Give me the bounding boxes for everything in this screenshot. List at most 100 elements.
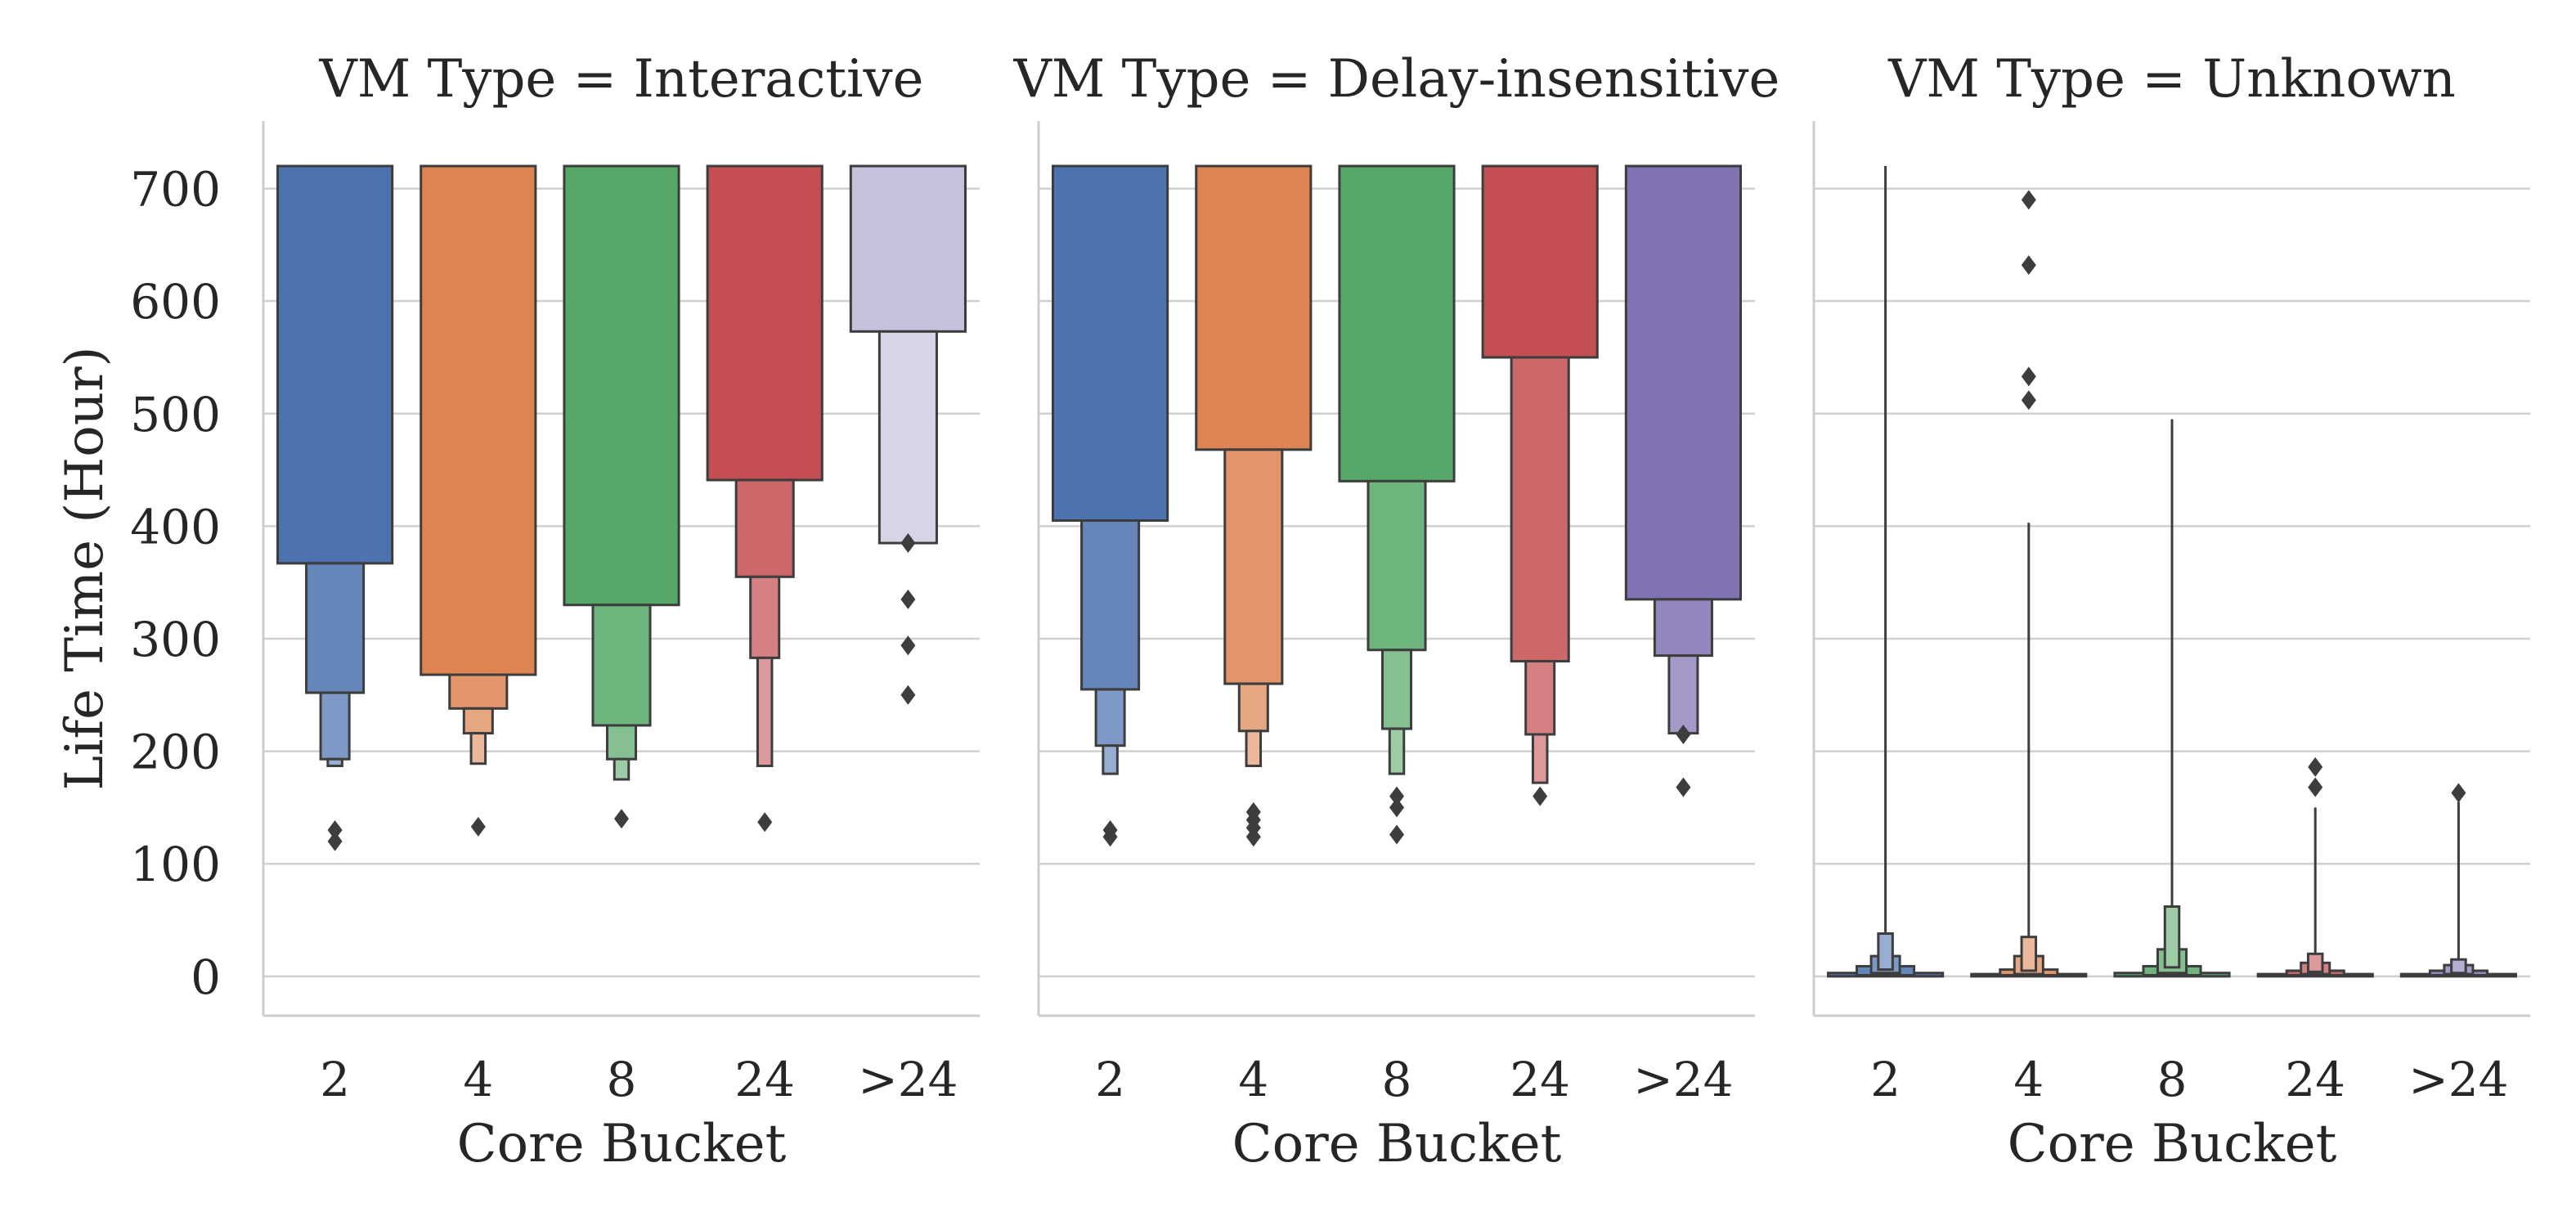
- x-tick-label: 8: [607, 1052, 637, 1107]
- y-tick-label: 400: [130, 499, 221, 554]
- x-axis-label: Core Bucket: [1232, 1114, 1562, 1174]
- boxen-box: [469, 732, 487, 765]
- outlier-point: [2308, 756, 2323, 777]
- x-tick-label: 24: [734, 1052, 795, 1107]
- x-axis-label: Core Bucket: [457, 1114, 787, 1174]
- outlier-point: [1389, 786, 1404, 806]
- box-group-24: [2256, 756, 2374, 978]
- x-tick-label: 4: [463, 1052, 493, 1107]
- outlier-point: [1389, 824, 1404, 845]
- box-group->24: [1624, 164, 1742, 797]
- boxen-box: [1653, 598, 1713, 658]
- boxen-box: [1510, 356, 1570, 663]
- outlier-point: [1245, 827, 1261, 847]
- box-group-2: [1827, 166, 1945, 978]
- outlier-point: [2021, 190, 2036, 210]
- boxen-box: [734, 478, 795, 578]
- outlier-point: [900, 635, 916, 656]
- boxen-box: [2020, 936, 2038, 972]
- boxen-box: [1245, 729, 1263, 768]
- boxen-box: [1667, 654, 1699, 735]
- x-tick-label: 4: [1238, 1052, 1268, 1107]
- box-group-4: [1195, 164, 1313, 847]
- boxen-box: [1481, 164, 1599, 359]
- box-group-24: [1481, 164, 1599, 806]
- y-tick-label: 200: [130, 725, 221, 780]
- y-tick-label: 100: [130, 837, 221, 892]
- y-tick-label: 300: [130, 612, 221, 667]
- boxen-box: [605, 724, 638, 761]
- outlier-point: [327, 831, 343, 851]
- boxen-box: [276, 164, 394, 565]
- outlier-point: [614, 809, 629, 829]
- box-group-24: [706, 164, 824, 833]
- boxen-box: [563, 164, 680, 607]
- boxen-box: [1195, 164, 1313, 451]
- boxen-box: [1080, 519, 1141, 691]
- boxen-box: [326, 757, 343, 768]
- outlier-point: [1389, 797, 1404, 818]
- boxen-box: [305, 562, 366, 694]
- outlier-point: [757, 812, 773, 833]
- outlier-point: [900, 685, 916, 705]
- boxen-box: [1524, 660, 1556, 736]
- panel-title: VM Type = Unknown: [1887, 49, 2456, 110]
- x-tick-label: 8: [2157, 1052, 2188, 1107]
- outlier-point: [2021, 366, 2036, 387]
- boxen-box: [2306, 952, 2324, 973]
- outlier-point: [2021, 390, 2036, 411]
- boxen-box: [1624, 164, 1742, 601]
- boxen-box: [2450, 958, 2467, 975]
- boxen-box: [1237, 682, 1269, 733]
- boxen-box: [849, 164, 967, 333]
- boxen-box: [749, 575, 781, 659]
- x-tick-label: 8: [1382, 1052, 1412, 1107]
- panel-title: VM Type = Interactive: [319, 49, 924, 110]
- box-group-4: [1970, 190, 2088, 978]
- boxen-box: [756, 656, 774, 768]
- boxen-box: [1094, 688, 1126, 747]
- boxen-box: [613, 757, 631, 781]
- boxen-box: [1380, 649, 1413, 730]
- boxen-box: [1367, 479, 1427, 652]
- boxen-box: [1338, 164, 1456, 483]
- y-tick-label: 0: [191, 949, 221, 1005]
- box-group-8: [563, 164, 680, 829]
- outlier-point: [2451, 783, 2466, 803]
- x-tick-label: >24: [2408, 1052, 2508, 1107]
- x-axis-label: Core Bucket: [2008, 1114, 2337, 1174]
- x-tick-label: 4: [2013, 1052, 2044, 1107]
- x-tick-label: 2: [1095, 1052, 1125, 1107]
- boxen-box: [2163, 905, 2181, 969]
- boxen-box: [1877, 932, 1894, 972]
- boxen-box: [448, 673, 509, 710]
- box-group-4: [420, 164, 537, 837]
- outlier-point: [470, 816, 486, 837]
- box-group->24: [2399, 783, 2517, 978]
- y-axis-label: Life Time (Hour): [55, 346, 115, 790]
- x-tick-label: >24: [1633, 1052, 1733, 1107]
- outlier-point: [1102, 827, 1118, 847]
- outlier-point: [900, 589, 916, 609]
- outlier-point: [900, 533, 916, 554]
- y-tick-label: 600: [130, 274, 221, 330]
- y-tick-label: 700: [130, 162, 221, 218]
- y-tick-label: 500: [130, 387, 221, 442]
- boxen-box: [1223, 448, 1284, 685]
- outlier-point: [2021, 255, 2036, 276]
- x-tick-label: >24: [858, 1052, 958, 1107]
- box-group-2: [276, 164, 394, 851]
- panel-title: VM Type = Delay-insensitive: [1013, 49, 1780, 110]
- outlier-point: [327, 819, 343, 840]
- x-tick-label: 2: [320, 1052, 350, 1107]
- x-tick-label: 2: [1870, 1052, 1901, 1107]
- box-group-8: [2113, 419, 2231, 978]
- box-group-2: [1052, 164, 1169, 847]
- boxen-box: [1102, 744, 1119, 775]
- box-group-8: [1338, 164, 1456, 845]
- boxen-box: [706, 164, 824, 482]
- x-tick-label: 24: [2285, 1052, 2345, 1107]
